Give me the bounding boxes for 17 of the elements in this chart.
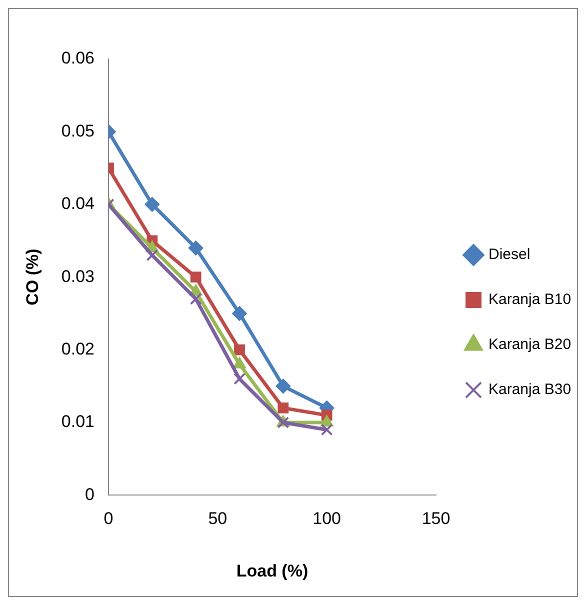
x-axis-title: Load (%) [236, 561, 308, 580]
x-tick-label: 50 [208, 509, 228, 528]
y-axis-title: CO (%) [22, 248, 42, 306]
legend-label: Karanja B20 [488, 336, 572, 354]
legend-label: Karanja B30 [488, 381, 572, 398]
y-tick-label: 0.06 [61, 48, 94, 68]
x-tick-label: 0 [104, 509, 114, 528]
y-tick-label: 0.04 [61, 194, 94, 214]
x-tick-label: 150 [422, 509, 450, 528]
y-tick-label: 0 [85, 484, 94, 504]
legend-label: Karanja B10 [488, 291, 572, 308]
y-tick-label: 0.02 [61, 339, 94, 358]
x-tick-label: 100 [312, 509, 342, 528]
y-tick-label: 0.05 [61, 121, 94, 140]
legend-label: Diesel [488, 246, 530, 264]
y-tick-label: 0.01 [61, 412, 94, 432]
y-tick-label: 0.03 [61, 266, 94, 286]
